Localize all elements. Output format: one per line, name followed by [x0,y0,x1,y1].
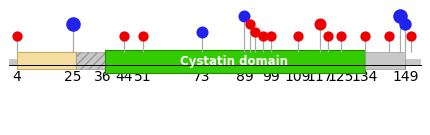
Point [198,31,205,33]
Point [386,35,393,37]
Point [120,35,127,37]
Text: Cystatin domain: Cystatin domain [180,55,288,68]
Point [70,23,77,25]
Point [324,35,331,37]
Point [316,23,323,25]
Point [268,35,275,37]
Point [252,31,259,33]
Point [139,35,146,37]
Point [246,23,253,25]
Bar [365,52,405,70]
Point [402,23,409,25]
Point [396,15,403,18]
Point [362,35,369,37]
Point [407,35,414,37]
Point [241,15,248,18]
Point [338,35,344,37]
Point [295,35,301,37]
Bar [9,59,421,65]
Point [13,35,20,37]
Bar [76,52,105,70]
Bar [17,52,76,70]
Bar [105,50,365,73]
Point [260,35,267,37]
